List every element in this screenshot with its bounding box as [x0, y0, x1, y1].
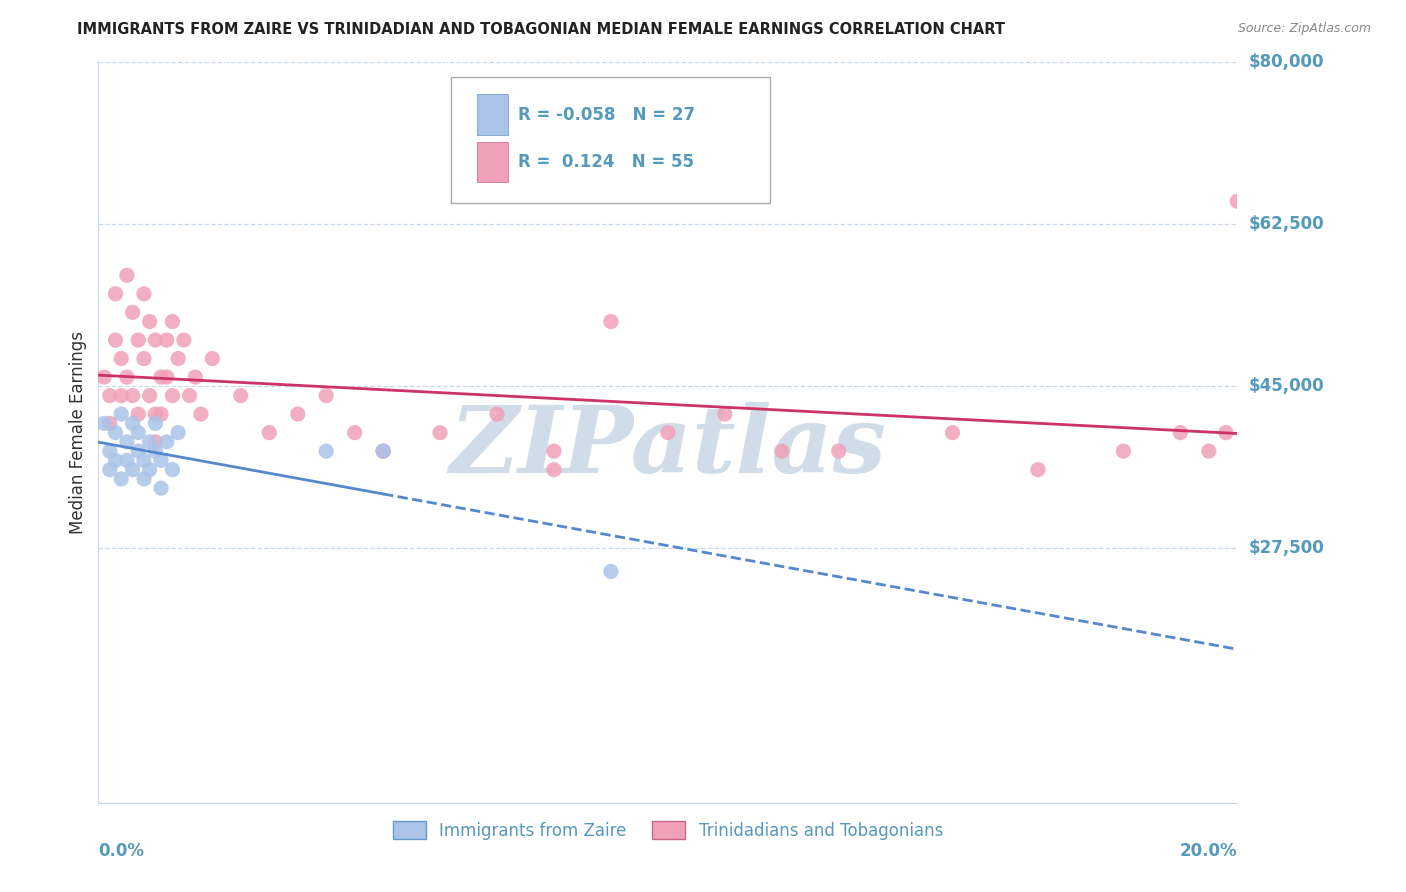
FancyBboxPatch shape [451, 78, 770, 203]
Point [138, 462, 160, 476]
Text: 0.0%: 0.0% [98, 842, 145, 860]
Point [132, 472, 155, 486]
Point [98, 388, 121, 402]
Point [138, 388, 160, 402]
Point [1226, 194, 1249, 209]
Point [127, 333, 149, 347]
Point [110, 472, 132, 486]
Point [132, 453, 155, 467]
Point [121, 462, 143, 476]
Point [229, 388, 252, 402]
Point [1198, 444, 1220, 458]
Point [162, 462, 184, 476]
Point [132, 351, 155, 366]
Point [145, 434, 167, 449]
Point [190, 407, 212, 421]
Point [167, 351, 190, 366]
Point [1215, 425, 1237, 440]
Point [259, 425, 281, 440]
Point [93, 370, 115, 384]
Point [115, 370, 138, 384]
Point [115, 453, 138, 467]
Point [150, 453, 173, 467]
Point [942, 425, 965, 440]
Point [770, 444, 793, 458]
Point [543, 462, 565, 476]
Point [167, 425, 190, 440]
Point [145, 407, 167, 421]
Point [127, 444, 149, 458]
Point [104, 286, 127, 301]
Point [179, 388, 201, 402]
Text: R =  0.124   N = 55: R = 0.124 N = 55 [517, 153, 693, 171]
Point [543, 444, 565, 458]
Point [156, 434, 179, 449]
Point [138, 314, 160, 328]
Point [156, 333, 179, 347]
Point [343, 425, 366, 440]
Text: R = -0.058   N = 27: R = -0.058 N = 27 [517, 106, 695, 124]
Point [150, 407, 173, 421]
Point [657, 425, 679, 440]
Point [104, 453, 127, 467]
Text: 20.0%: 20.0% [1180, 842, 1237, 860]
Point [115, 434, 138, 449]
Point [315, 388, 337, 402]
Point [828, 444, 851, 458]
Text: $45,000: $45,000 [1249, 377, 1324, 395]
FancyBboxPatch shape [477, 95, 509, 135]
Point [98, 444, 121, 458]
Point [110, 351, 132, 366]
Point [104, 333, 127, 347]
Point [115, 268, 138, 283]
Point [156, 370, 179, 384]
Point [429, 425, 451, 440]
Text: $80,000: $80,000 [1249, 54, 1324, 71]
Text: IMMIGRANTS FROM ZAIRE VS TRINIDADIAN AND TOBAGONIAN MEDIAN FEMALE EARNINGS CORRE: IMMIGRANTS FROM ZAIRE VS TRINIDADIAN AND… [77, 22, 1005, 37]
Point [600, 314, 623, 328]
Point [173, 333, 195, 347]
Point [98, 417, 121, 431]
Point [373, 444, 395, 458]
Point [600, 565, 623, 579]
Text: $62,500: $62,500 [1249, 215, 1324, 234]
Point [162, 388, 184, 402]
Point [201, 351, 224, 366]
Point [110, 388, 132, 402]
Point [145, 333, 167, 347]
Text: $27,500: $27,500 [1249, 540, 1324, 558]
Text: Source: ZipAtlas.com: Source: ZipAtlas.com [1237, 22, 1371, 36]
Point [121, 388, 143, 402]
Text: ZIPatlas: ZIPatlas [450, 402, 886, 492]
Point [714, 407, 737, 421]
Point [184, 370, 207, 384]
Point [110, 407, 132, 421]
Point [127, 425, 149, 440]
Point [127, 407, 149, 421]
Point [373, 444, 395, 458]
Point [373, 444, 395, 458]
Point [145, 417, 167, 431]
Point [315, 444, 337, 458]
Point [98, 462, 121, 476]
Point [150, 481, 173, 495]
Point [162, 314, 184, 328]
Legend: Immigrants from Zaire, Trinidadians and Tobagonians: Immigrants from Zaire, Trinidadians and … [387, 814, 949, 847]
Point [132, 286, 155, 301]
Point [104, 425, 127, 440]
Point [121, 417, 143, 431]
Point [1026, 462, 1049, 476]
Point [150, 370, 173, 384]
Point [1112, 444, 1135, 458]
Point [138, 434, 160, 449]
FancyBboxPatch shape [477, 142, 509, 182]
Point [93, 417, 115, 431]
Y-axis label: Median Female Earnings: Median Female Earnings [69, 331, 87, 534]
Point [1170, 425, 1192, 440]
Point [287, 407, 309, 421]
Point [486, 407, 509, 421]
Point [121, 305, 143, 319]
Point [145, 444, 167, 458]
